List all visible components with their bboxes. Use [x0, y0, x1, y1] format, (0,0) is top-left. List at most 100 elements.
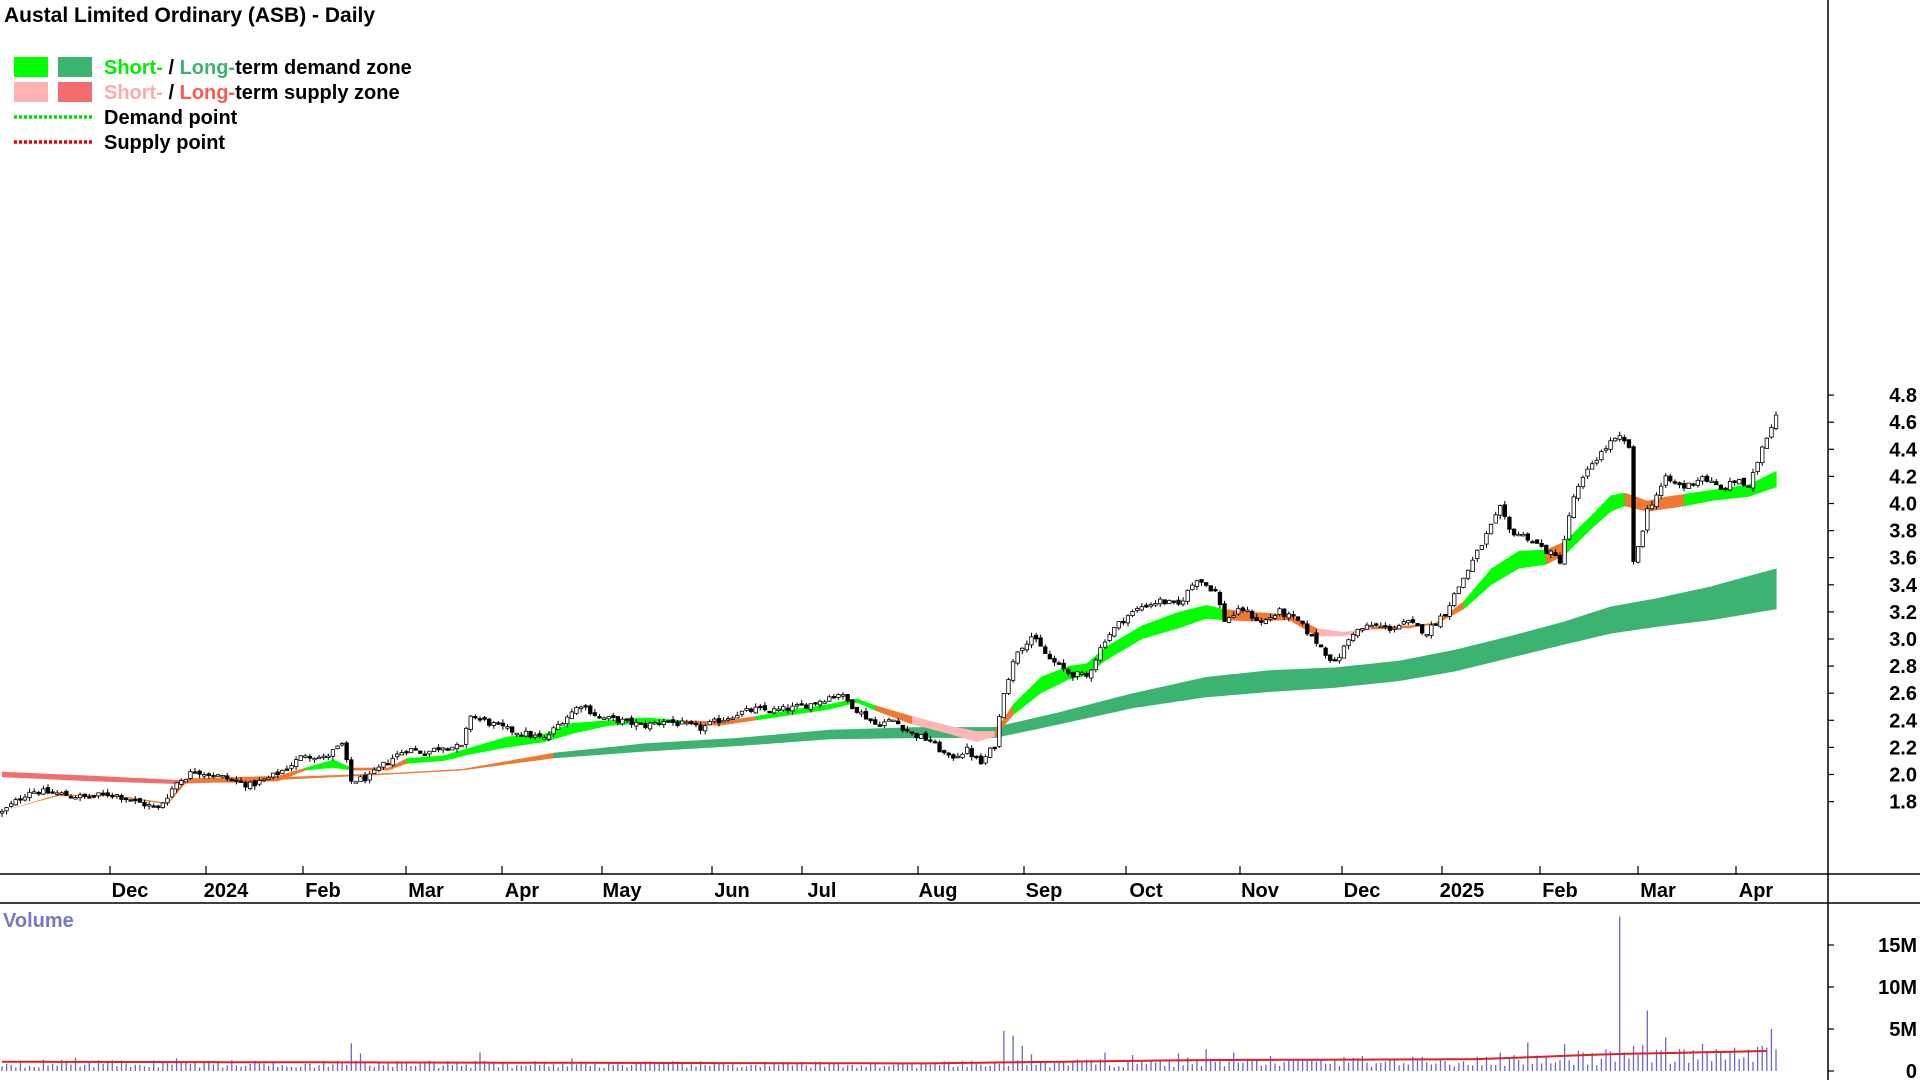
long-zone-segment — [539, 754, 545, 761]
candle-body — [1259, 620, 1264, 623]
long-zone-segment — [806, 731, 812, 741]
candle-body — [601, 717, 607, 720]
long-zone-segment — [1573, 616, 1579, 643]
short-zone-segment — [843, 700, 849, 707]
long-zone-segment — [1233, 673, 1239, 695]
long-zone-segment — [1661, 596, 1667, 627]
candle-body — [988, 747, 993, 758]
legend-swatch-long — [58, 82, 92, 102]
long-zone-segment — [121, 777, 127, 783]
candle-body — [280, 769, 285, 774]
candle-body — [1075, 671, 1080, 677]
candle-body — [1387, 625, 1393, 631]
candle-body — [1047, 653, 1052, 660]
long-zone-segment — [84, 775, 90, 782]
candle-body — [707, 721, 712, 726]
candle-body — [96, 792, 101, 797]
long-zone-segment — [1514, 633, 1520, 657]
long-zone-segment — [98, 776, 104, 782]
long-zone-segment — [1086, 703, 1092, 719]
candle-body — [1185, 589, 1190, 602]
candle-body — [491, 722, 496, 726]
candle-body — [1052, 658, 1057, 663]
candle-body — [1125, 615, 1131, 624]
legend-entry: Demand point — [14, 107, 238, 129]
candle-body — [289, 765, 294, 769]
candle-body — [78, 794, 83, 799]
long-zone-segment — [1100, 700, 1106, 716]
long-zone-segment — [884, 728, 890, 739]
x-tick-label: Feb — [305, 880, 341, 902]
long-zone-segment — [815, 730, 821, 741]
short-zone-segment — [1578, 523, 1584, 542]
long-zone-segment — [1697, 588, 1704, 622]
long-zone-segment — [162, 779, 169, 784]
short-zone-segment — [25, 803, 31, 805]
candle-body — [330, 749, 336, 757]
long-zone-segment — [300, 776, 306, 779]
x-tick-label: Apr — [505, 880, 540, 902]
long-zone-segment — [571, 750, 578, 757]
candle-body — [919, 734, 924, 739]
candle-body — [450, 746, 455, 751]
candle-body — [1732, 480, 1737, 483]
candle-body — [1420, 624, 1425, 634]
short-zone-segment — [1472, 584, 1478, 602]
short-zone-segment — [1118, 636, 1124, 653]
short-zone-segment — [962, 728, 968, 740]
long-zone-segment — [1642, 600, 1648, 629]
candle-body — [1089, 669, 1094, 679]
candle-body — [202, 774, 207, 777]
long-zone-segment — [1633, 601, 1639, 631]
candle-body — [868, 718, 873, 722]
candle-body — [1277, 608, 1282, 615]
candle-body — [1456, 586, 1461, 594]
long-zone-segment — [1132, 692, 1138, 709]
candle-body — [1286, 613, 1291, 619]
long-zone-segment — [663, 742, 669, 751]
short-zone-segment — [594, 721, 601, 729]
long-zone-segment — [1670, 594, 1676, 626]
short-zone-segment — [1757, 477, 1763, 494]
candle-body — [261, 778, 267, 781]
price-tick-label: 3.4 — [1889, 575, 1918, 597]
long-zone-segment — [792, 732, 798, 742]
short-zone-segment — [1321, 628, 1327, 637]
long-zone-segment — [755, 735, 761, 745]
long-zone-segment — [1596, 609, 1602, 637]
candle-body — [666, 720, 671, 723]
short-zone-segment — [208, 777, 214, 783]
short-zone-segment — [599, 720, 605, 728]
candle-body — [1562, 539, 1567, 565]
candle-body — [1332, 659, 1337, 662]
long-zone-segment — [838, 729, 844, 740]
candle-body — [551, 727, 556, 735]
legend-label: Short- / Long-term supply zone — [104, 82, 400, 104]
candle-body — [574, 707, 579, 714]
candle-body — [726, 718, 731, 721]
short-zone-segment — [1215, 607, 1221, 620]
long-zone-segment — [1173, 683, 1180, 702]
long-zone-segment — [870, 728, 876, 739]
candle-body — [1475, 549, 1480, 559]
long-zone-segment — [470, 766, 476, 770]
candle-body — [0, 811, 5, 814]
candle-body — [790, 705, 795, 712]
long-zone-segment — [640, 743, 646, 752]
x-tick-label: Dec — [1344, 880, 1381, 902]
long-zone-segment — [829, 729, 835, 740]
long-zone-segment — [1647, 599, 1653, 629]
long-zone-segment — [447, 769, 453, 772]
short-zone-segment — [815, 705, 821, 712]
candle-body — [1433, 623, 1439, 626]
long-zone-segment — [1615, 604, 1621, 633]
candle-body — [1594, 459, 1599, 464]
candle-body — [1626, 439, 1632, 448]
long-zone-segment — [1527, 630, 1533, 654]
short-zone-segment — [360, 767, 366, 771]
long-zone-segment — [1624, 603, 1630, 632]
short-zone-segment — [480, 743, 486, 753]
candle-body — [1769, 426, 1774, 438]
short-zone-segment — [1624, 492, 1630, 508]
candle-body — [234, 779, 239, 782]
